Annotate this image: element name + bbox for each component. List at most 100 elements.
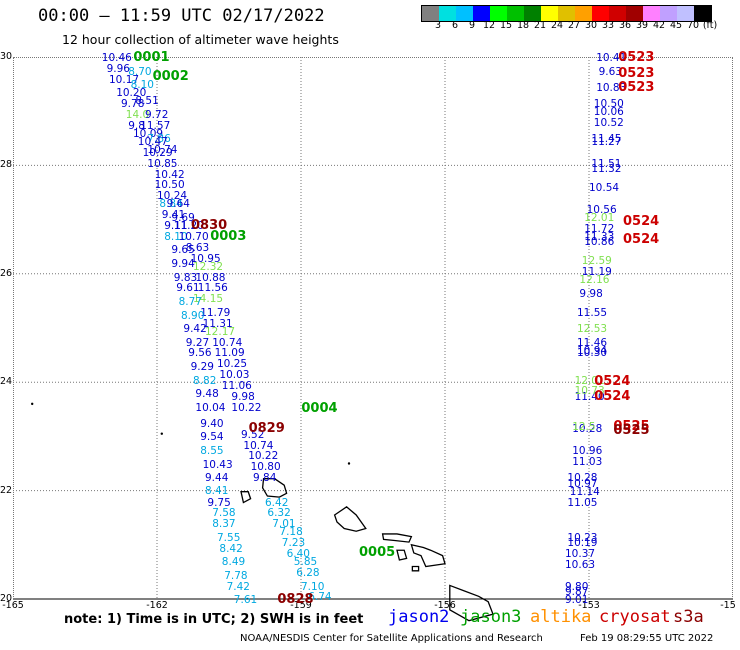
color-scale-cell — [694, 6, 711, 21]
longitude-label: -159 — [290, 600, 312, 611]
wave-height-value: 14.15 — [193, 293, 224, 306]
wave-height-value: 6.42 — [265, 496, 289, 509]
legend-item-altika: altika — [530, 607, 592, 627]
latitude-label: 28 — [0, 159, 13, 171]
wave-height-value: 8.90 — [181, 309, 205, 322]
latitude-label: 24 — [0, 376, 13, 388]
latitude-label: 30 — [0, 51, 13, 62]
wave-height-value: 11.06 — [221, 379, 252, 392]
track-pass-label: 0525 — [613, 422, 650, 438]
wave-height-value: 11.20 — [173, 220, 204, 233]
track-pass-label: 0002 — [152, 69, 189, 85]
wave-height-value: 9.61 — [176, 282, 200, 295]
wave-height-value: 10.97 — [567, 477, 598, 490]
wave-height-value: 10.54 — [589, 182, 620, 195]
wave-height-value: 11.56 — [197, 282, 228, 295]
wave-height-value: 11.14 — [569, 485, 600, 498]
wave-height-value: 9.69 — [171, 211, 195, 224]
wave-height-value: 6.74 — [308, 591, 332, 604]
latitude-label: 22 — [0, 484, 13, 496]
wave-height-value: 10.96 — [572, 445, 603, 458]
wave-height-value: 10.95 — [190, 252, 221, 265]
wave-height-value: 10.19 — [567, 537, 598, 550]
island-kauai — [261, 478, 288, 498]
wave-height-value: 7.23 — [281, 537, 306, 550]
wave-height-value: 11.31 — [202, 317, 233, 330]
wave-height-value: 12.59 — [581, 255, 612, 268]
wave-height-value: 10.74 — [243, 439, 274, 452]
track-pass-label: 0525 — [613, 418, 650, 434]
wave-height-value: 8.55 — [200, 445, 224, 458]
wave-height-value: 11.05 — [567, 496, 598, 509]
color-scale-cell — [473, 6, 490, 21]
wave-height-value: 7.18 — [279, 526, 303, 539]
color-scale-cell — [575, 6, 592, 21]
color-scale-label: 27 — [567, 20, 581, 31]
wave-height-value: 10.06 — [593, 106, 624, 119]
track-pass-label: 0001 — [133, 50, 170, 66]
island-lanai — [396, 549, 408, 561]
wave-height-value: 10.09 — [133, 127, 164, 140]
wave-height-value: 10.29 — [142, 146, 173, 159]
wave-height-value: 6.32 — [267, 507, 291, 520]
wave-height-value: 10.24 — [157, 190, 188, 203]
color-scale-label: 12 — [482, 20, 496, 31]
wave-height-value: 9.75 — [207, 496, 231, 509]
wave-height-value: 9.80 — [565, 580, 589, 593]
color-scale-bar — [421, 5, 712, 22]
wave-height-value: 12.01 — [584, 211, 615, 224]
legend-item-jason3: jason3 — [460, 607, 522, 627]
wave-height-value: 11.46 — [577, 336, 608, 349]
color-scale-cell — [609, 6, 626, 21]
color-scale-cell — [422, 6, 439, 21]
island-maui — [410, 543, 446, 568]
wave-height-value: 10.52 — [593, 117, 624, 130]
wave-height-value: 7.55 — [217, 531, 241, 544]
track-pass-label: 0524 — [623, 232, 660, 248]
color-scale-cell — [439, 6, 456, 21]
wave-height-value: 9.65 — [171, 244, 195, 257]
wave-height-value: 9.72 — [145, 108, 169, 121]
wave-height-value: 10.83 — [596, 81, 627, 94]
track-pass-label: 0523 — [618, 65, 655, 81]
wave-height-value: 10.88 — [195, 271, 226, 284]
wave-height-value: 12.53 — [577, 323, 608, 336]
track-pass-label: 0524 — [594, 388, 631, 404]
wave-height-value: 9.87 — [565, 585, 589, 598]
color-scale-cell — [490, 6, 507, 21]
color-scale-label: 18 — [516, 20, 530, 31]
wave-height-value: 8.42 — [219, 542, 243, 555]
color-scale-label: 33 — [601, 20, 615, 31]
generated-timestamp: Feb 19 08:29:55 UTC 2022 — [580, 633, 714, 644]
wave-height-value: 10.46 — [101, 52, 132, 65]
wave-height-value: 9.52 — [241, 428, 265, 441]
longitude-label: -15 — [720, 600, 736, 611]
wave-height-value: 9.98 — [231, 390, 255, 403]
wave-height-value: 9.83 — [173, 271, 198, 284]
wave-height-value: 9.84 — [253, 472, 277, 485]
wave-height-value: 6.28 — [296, 566, 320, 579]
wave-height-value: 10.80 — [250, 461, 281, 474]
wave-height-value: 10.17 — [109, 73, 140, 86]
islet-dot — [347, 462, 351, 465]
wave-height-value: 10.20 — [116, 87, 147, 100]
wave-height-value: 9.8 — [128, 119, 145, 132]
wave-height-value: 11.03 — [572, 455, 603, 468]
wave-height-value: 11.09 — [214, 347, 245, 360]
wave-height-value: 10.25 — [217, 358, 248, 371]
wave-height-value: 9.41 — [161, 209, 186, 222]
wave-height-value: 9.48 — [195, 388, 219, 401]
longitude-label: -165 — [2, 600, 24, 611]
islet-dot — [31, 402, 34, 406]
wave-height-value: 10.30 — [577, 347, 608, 360]
wave-height-value: 8.63 — [185, 241, 210, 254]
wave-height-value: 6.40 — [286, 548, 310, 560]
wave-height-value: 11.27 — [591, 136, 622, 149]
wave-height-value: 11.45 — [591, 133, 622, 146]
wave-height-value: 9.27 — [185, 336, 210, 349]
wave-height-value: 10.47 — [137, 136, 168, 149]
wave-height-value: 9.56 — [188, 347, 212, 360]
wave-height-value: 9.40 — [200, 417, 224, 430]
track-pass-label: 0004 — [301, 401, 338, 417]
wave-height-value: 10.42 — [154, 168, 185, 181]
